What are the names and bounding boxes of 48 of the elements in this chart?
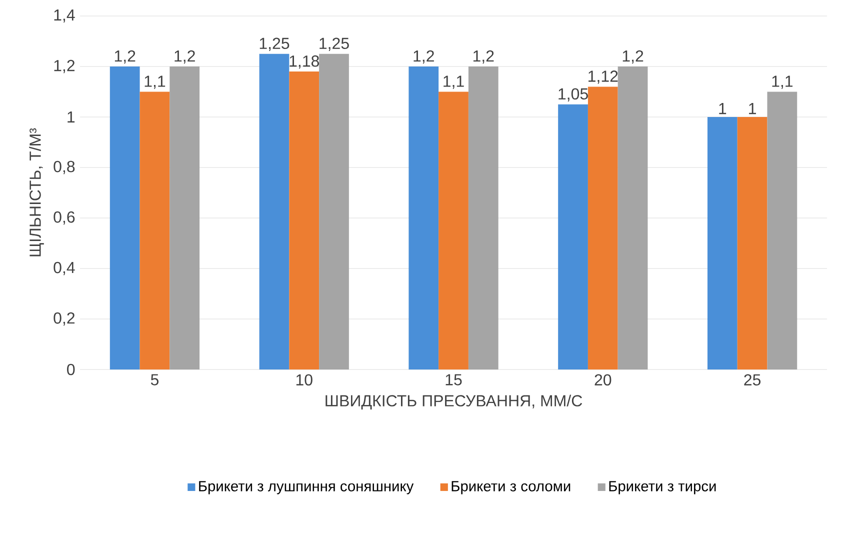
- bar: [408, 66, 439, 370]
- bar: [289, 71, 320, 370]
- data-label: 1,25: [260, 38, 290, 51]
- bar: [558, 104, 588, 370]
- data-label: 1,05: [558, 88, 588, 102]
- data-label: 1,12: [588, 70, 618, 84]
- data-label: 1,1: [772, 76, 793, 89]
- x-tick-label: 25: [744, 374, 761, 386]
- y-tick-label: 0,8: [54, 160, 75, 174]
- data-label: 1: [749, 102, 756, 114]
- x-axis-title: ШВИДКІСТЬ ПРЕСУВАННЯ, ММ/С: [326, 394, 582, 410]
- y-tick-label: 1,2: [54, 60, 75, 74]
- data-label: 1,2: [414, 50, 434, 64]
- x-tick-label: 5: [150, 374, 158, 386]
- bar: [737, 116, 768, 370]
- bar: [110, 66, 140, 370]
- y-tick-label: 0,6: [54, 211, 75, 225]
- data-label: 1,2: [114, 50, 136, 64]
- data-label: 1,2: [473, 50, 494, 64]
- y-tick-label: 0,4: [54, 262, 75, 276]
- data-label: 1,1: [144, 76, 166, 89]
- x-tick-label: 15: [446, 374, 462, 386]
- legend-label: Брикети з соломи: [452, 481, 570, 494]
- bar: [319, 54, 349, 370]
- data-label: 1: [719, 102, 726, 114]
- data-label: 1,25: [320, 38, 349, 51]
- y-tick-label: 0: [67, 364, 75, 376]
- bar: [767, 92, 798, 370]
- legend-label: Брикети з тирси: [609, 481, 716, 494]
- data-label: 1,18: [290, 55, 319, 69]
- y-tick-label: 1: [68, 111, 75, 122]
- bar: [438, 92, 468, 370]
- bar: [170, 66, 200, 370]
- data-label: 1,2: [622, 50, 644, 64]
- data-label: 1,2: [174, 50, 195, 64]
- bar: [140, 92, 170, 370]
- bar: [618, 66, 648, 370]
- data-label: 1,1: [444, 76, 464, 89]
- y-tick-label: 0,2: [54, 312, 75, 326]
- x-tick-label: 20: [594, 374, 612, 386]
- bar: [259, 54, 290, 370]
- y-axis-title: ЩІЛЬНІСТЬ, Т/М³: [29, 128, 44, 256]
- bar: [468, 66, 498, 370]
- bar: [707, 116, 738, 370]
- x-tick-label: 10: [296, 374, 312, 386]
- y-tick-label: 1,4: [54, 9, 75, 22]
- legend-label: Брикети з лушпиння соняшнику: [199, 481, 414, 494]
- bar: [588, 86, 618, 370]
